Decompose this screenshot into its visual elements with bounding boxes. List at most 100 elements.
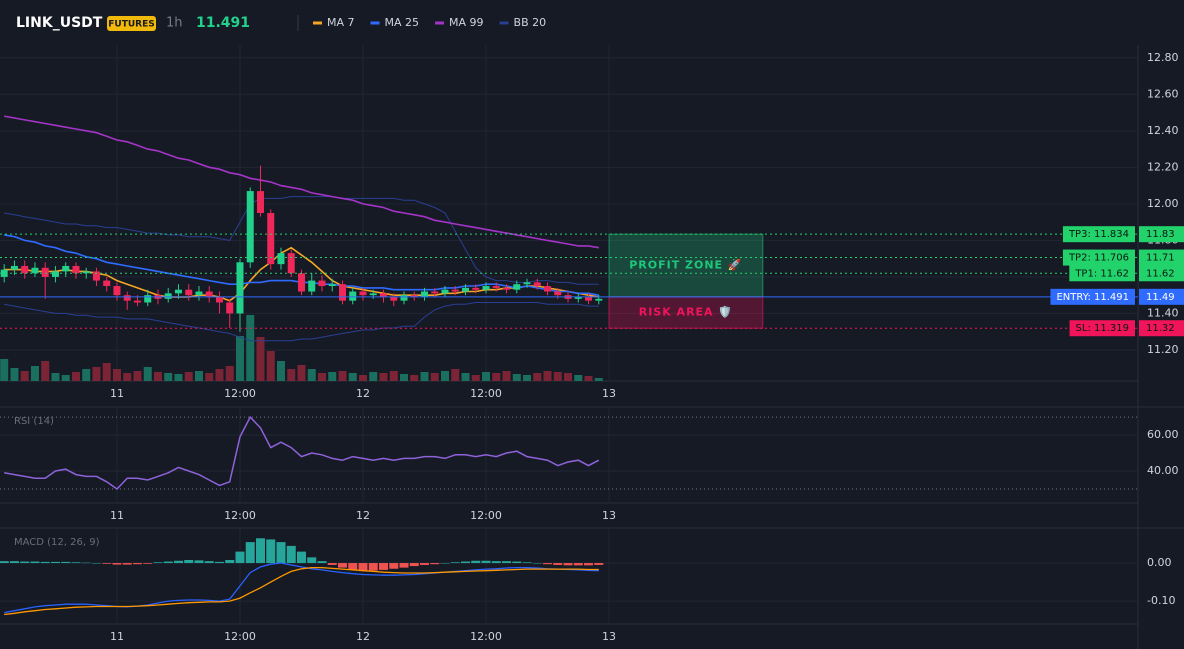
volume-bar — [471, 375, 480, 381]
macd-histogram-bar — [553, 563, 563, 565]
macd-histogram-bar — [450, 562, 460, 564]
macd-histogram-bar — [81, 562, 91, 564]
candle-body — [21, 265, 29, 274]
level-badge — [1062, 249, 1135, 266]
y-tick-label: 12.40 — [1147, 124, 1179, 137]
candle-body — [51, 271, 59, 277]
rsi-line — [4, 415, 600, 490]
volume-bar — [0, 359, 9, 381]
level-axis-badge — [1139, 249, 1184, 266]
y-tick-label: 40.00 — [1147, 464, 1179, 477]
x-tick-label: 11 — [110, 509, 124, 522]
x-tick-label: 13 — [602, 630, 616, 643]
candle-body — [82, 271, 90, 274]
legend-label: MA 7 — [327, 16, 355, 29]
macd-line — [4, 562, 599, 614]
macd-histogram-bar — [276, 542, 286, 564]
candle-body — [215, 297, 223, 303]
pane-title: RSI (14) — [14, 416, 54, 427]
volume-bar — [482, 372, 491, 381]
volume-bar — [92, 367, 101, 381]
volume-bar — [369, 372, 378, 381]
macd-histogram-bar — [399, 563, 409, 568]
candle-body — [113, 286, 121, 296]
volume-bar — [102, 363, 111, 381]
level-name: TP2: 11.706 — [1068, 253, 1129, 264]
volume-bar — [287, 369, 296, 381]
volume-bar — [594, 378, 603, 381]
y-tick-label: 12.20 — [1147, 160, 1179, 173]
macd-histogram-bar — [153, 562, 163, 564]
y-tick-label: 60.00 — [1147, 428, 1179, 441]
y-tick-label: 11.20 — [1147, 343, 1179, 356]
volume-bar — [461, 373, 470, 381]
macd-histogram-bar — [91, 563, 101, 564]
volume-bar — [584, 376, 593, 381]
candle-body — [431, 291, 439, 294]
x-tick-label: 12:00 — [224, 630, 256, 643]
x-tick-label: 12:00 — [470, 630, 502, 643]
macd-histogram-bar — [440, 563, 450, 564]
macd-histogram-bar — [214, 561, 224, 564]
x-tick-label: 12 — [356, 387, 370, 400]
candle-body — [31, 267, 39, 274]
macd-histogram-bar — [563, 563, 573, 566]
volume-bar — [441, 371, 450, 381]
candle-body — [277, 253, 285, 265]
macd-histogram-bar — [163, 561, 173, 564]
candle-body — [10, 265, 18, 270]
macd-histogram-bar — [348, 563, 358, 570]
macd-histogram-bar — [204, 561, 214, 564]
candle-body — [441, 289, 449, 294]
macd-histogram-bar — [368, 563, 378, 571]
x-tick-label: 12:00 — [224, 509, 256, 522]
candle-body — [410, 295, 418, 297]
candle-body — [0, 269, 8, 277]
macd-histogram-bar — [71, 562, 81, 564]
level-name: TP1: 11.62 — [1074, 268, 1129, 279]
macd-histogram-bar — [296, 551, 306, 564]
candle-body — [246, 191, 254, 263]
volume-bar — [338, 371, 347, 381]
ma-line — [4, 246, 599, 302]
candle-body — [369, 293, 377, 296]
volume-bar — [543, 371, 552, 381]
level-axis-badge — [1139, 226, 1184, 243]
macd-histogram-bar — [102, 563, 112, 564]
candle-body — [554, 291, 562, 296]
x-tick-label: 12:00 — [470, 387, 502, 400]
level-badge — [1069, 265, 1135, 282]
macd-histogram-bar — [245, 542, 255, 564]
candle-body — [472, 287, 480, 290]
volume-bar — [143, 367, 152, 381]
level-name: SL: 11.319 — [1076, 323, 1129, 334]
volume-bar — [256, 337, 265, 381]
bb-upper — [4, 196, 599, 285]
volume-bar — [184, 372, 193, 381]
y-tick-label: 0.00 — [1147, 556, 1172, 569]
macd-histogram-bar — [358, 563, 368, 571]
volume-bar — [215, 369, 224, 381]
candle-body — [133, 300, 141, 303]
macd-histogram-bar — [317, 561, 327, 564]
macd-histogram-bar — [594, 563, 604, 565]
macd-histogram-bar — [430, 563, 440, 565]
macd-histogram-bar — [50, 561, 60, 564]
volume-bar — [41, 361, 50, 381]
candle-body — [144, 295, 152, 303]
y-tick-label: -0.10 — [1147, 594, 1175, 607]
x-tick-label: 11 — [110, 387, 124, 400]
macd-histogram-bar — [61, 561, 71, 564]
volume-bar — [451, 369, 460, 381]
macd-histogram-bar — [573, 563, 583, 566]
zone-label: PROFIT ZONE 🚀 — [629, 259, 742, 272]
macd-histogram-bar — [502, 561, 512, 564]
bb-lower — [4, 302, 599, 342]
candle-body — [164, 293, 172, 299]
macd-histogram-bar — [173, 560, 183, 564]
volume-bar — [246, 315, 255, 381]
candle-body — [123, 295, 131, 301]
y-tick-label: 11.40 — [1147, 306, 1179, 319]
candle-body — [482, 286, 490, 290]
